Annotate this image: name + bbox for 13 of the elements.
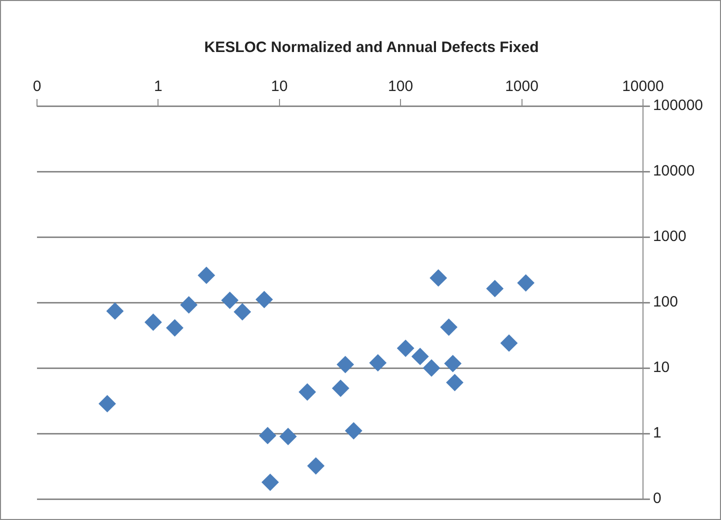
x-tick-label: 1 <box>154 78 162 96</box>
x-tick-label: 100 <box>388 78 414 96</box>
y-tick-label: 1 <box>652 424 662 442</box>
x-tick-label: 10 <box>271 78 288 96</box>
y-tick-label: 0 <box>652 490 662 508</box>
y-tick-label: 100 <box>652 294 678 311</box>
y-tick-label: 10000 <box>652 162 695 180</box>
x-tick-label: 1000 <box>505 78 538 96</box>
y-tick-label: 10 <box>652 359 670 376</box>
chart-title: KESLOC Normalized and Annual Defects Fixed <box>204 39 539 56</box>
x-tick-label: 0 <box>32 78 42 96</box>
y-tick-label: 100000 <box>652 97 704 114</box>
y-tick-label: 1000 <box>652 228 686 246</box>
